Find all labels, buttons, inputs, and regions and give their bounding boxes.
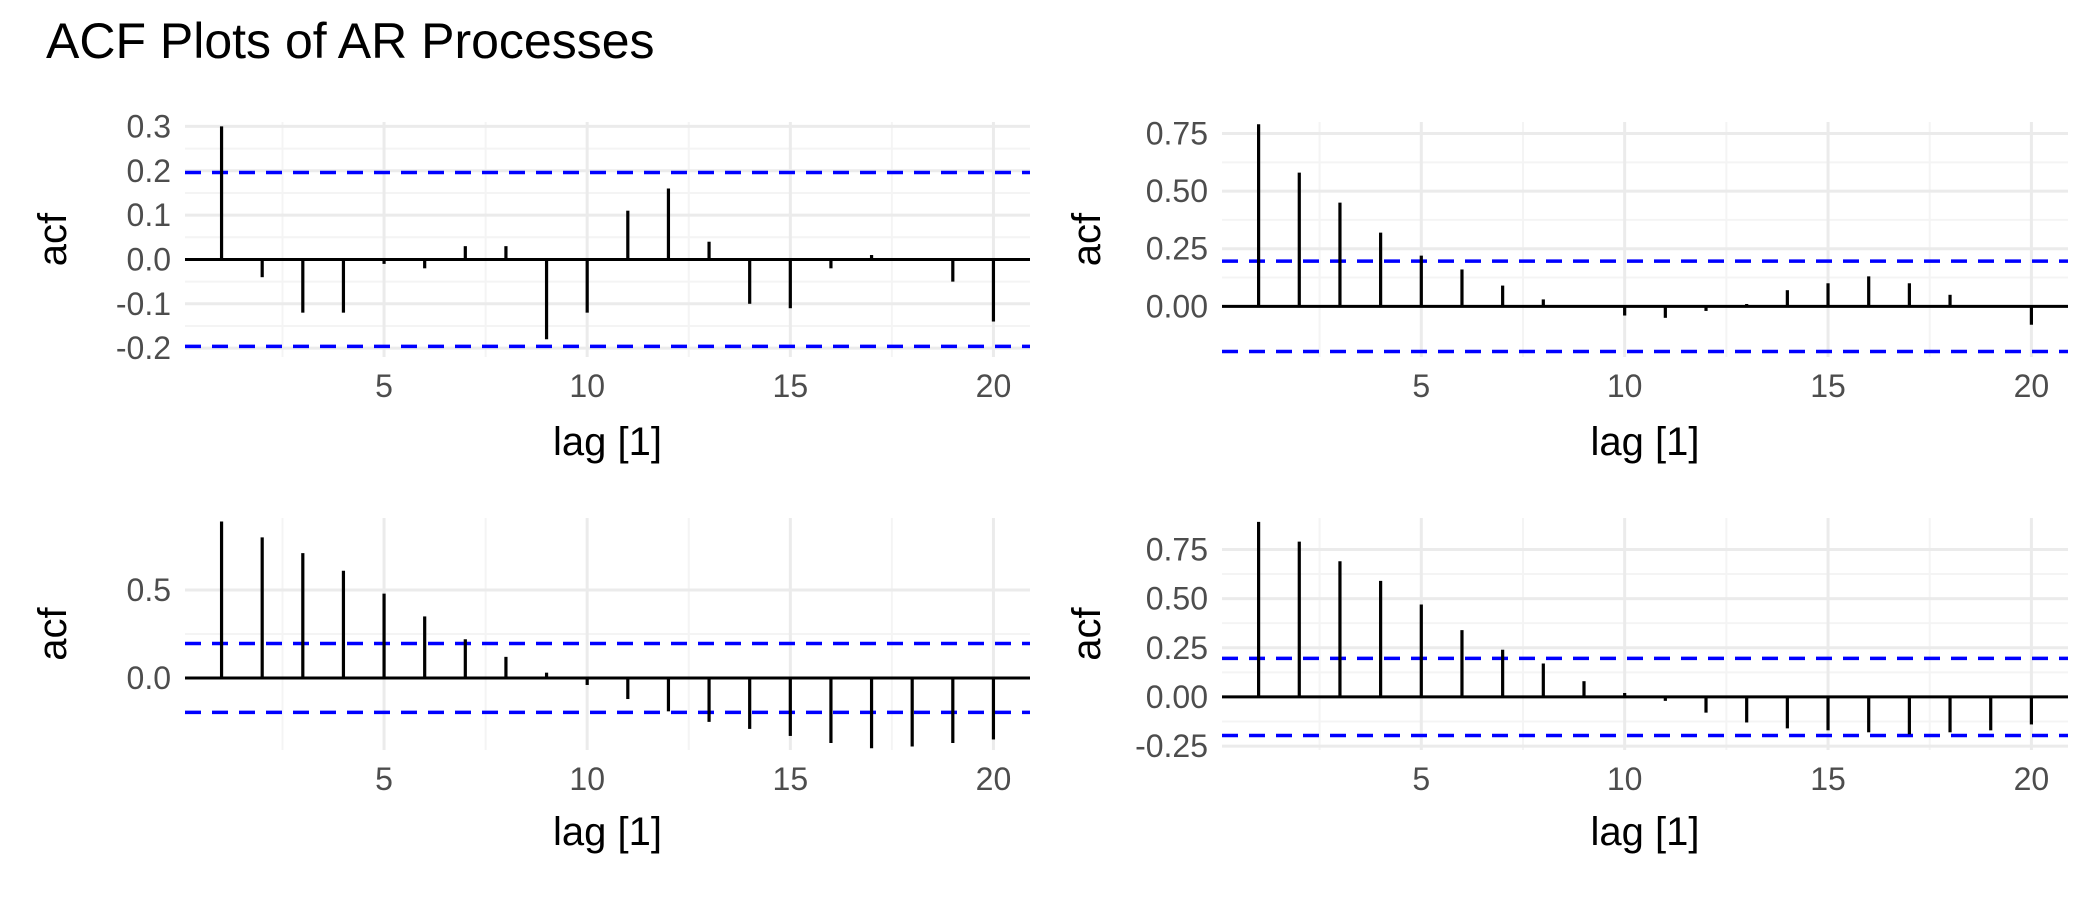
x-axis-title: lag [1] — [1591, 810, 1700, 854]
y-tick-label: 0.0 — [127, 241, 171, 277]
y-tick-label: 0.75 — [1146, 531, 1208, 567]
acf-panel-2: 5 10 15 20 0.00 0.25 0.50 0.75 lag [1] acf — [1065, 116, 2068, 464]
x-tick-label: 20 — [976, 368, 1012, 404]
y-tick-label: 0.00 — [1146, 288, 1208, 324]
x-tick-label: 5 — [375, 368, 393, 404]
y-tick-label: -0.2 — [116, 330, 171, 366]
x-tick-label: 10 — [1607, 368, 1643, 404]
y-tick-label: 0.50 — [1146, 173, 1208, 209]
y-tick-label: -0.25 — [1135, 728, 1208, 764]
acf-panel-1: 5 10 15 20 -0.2 -0.1 0.0 0.1 0.2 0.3 lag [1] acf — [31, 108, 1030, 464]
y-tick-label: 0.75 — [1146, 116, 1208, 152]
x-tick-label: 10 — [569, 368, 605, 404]
x-tick-label: 15 — [773, 368, 809, 404]
y-axis-title: acf — [1065, 606, 1109, 660]
y-tick-label: 0.25 — [1146, 231, 1208, 267]
x-axis-title: lag [1] — [1591, 420, 1700, 464]
x-axis-title: lag [1] — [553, 420, 662, 464]
y-tick-label: 0.5 — [127, 572, 171, 608]
x-tick-label: 20 — [2014, 761, 2050, 797]
x-axis-title: lag [1] — [553, 810, 662, 854]
x-tick-label: 5 — [1412, 368, 1430, 404]
x-tick-label: 15 — [773, 761, 809, 797]
x-tick-label: 15 — [1810, 761, 1846, 797]
x-tick-label: 10 — [1607, 761, 1643, 797]
x-tick-label: 5 — [1412, 761, 1430, 797]
y-axis-title: acf — [1065, 212, 1109, 266]
y-tick-label: 0.2 — [127, 153, 171, 189]
y-axis-title: acf — [31, 606, 75, 660]
page-title: ACF Plots of AR Processes — [46, 13, 655, 69]
y-tick-label: 0.3 — [127, 108, 171, 144]
x-tick-label: 10 — [569, 761, 605, 797]
x-tick-label: 20 — [2014, 368, 2050, 404]
y-tick-label: 0.00 — [1146, 679, 1208, 715]
y-axis-title: acf — [31, 212, 75, 266]
y-tick-label: -0.1 — [116, 286, 171, 322]
acf-panel-3: 5 10 15 20 0.0 0.5 lag [1] acf — [31, 518, 1030, 854]
x-tick-label: 20 — [976, 761, 1012, 797]
y-tick-label: 0.50 — [1146, 581, 1208, 617]
y-tick-label: 0.25 — [1146, 630, 1208, 666]
y-tick-label: 0.0 — [127, 660, 171, 696]
acf-panel-4: 5 10 15 20 -0.25 0.00 0.25 0.50 0.75 lag [1] acf — [1065, 518, 2068, 854]
x-tick-label: 15 — [1810, 368, 1846, 404]
y-tick-label: 0.1 — [127, 197, 171, 233]
x-tick-label: 5 — [375, 761, 393, 797]
